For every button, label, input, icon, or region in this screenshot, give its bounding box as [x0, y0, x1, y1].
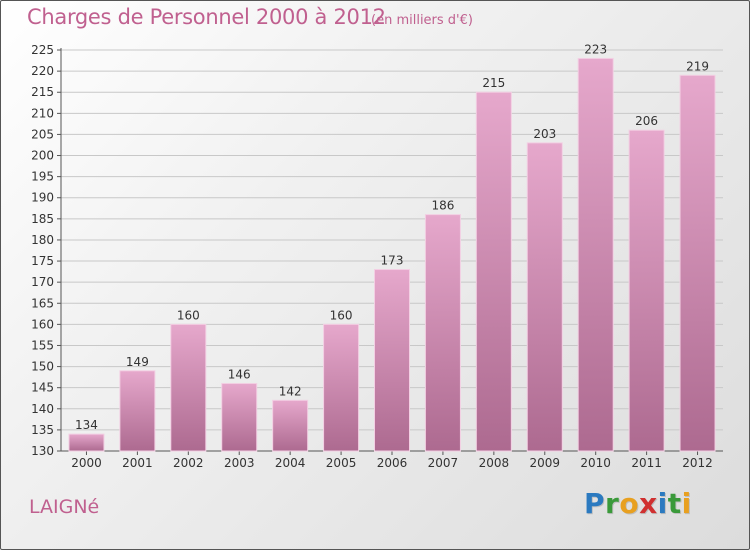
bar-2005 [323, 323, 360, 452]
y-tick-label: 180 [31, 233, 54, 247]
y-tick-label: 175 [31, 254, 54, 268]
logo-letter: t [667, 487, 682, 520]
proxiti-logo: Proxiti [584, 487, 692, 520]
y-tick-label: 140 [31, 402, 54, 416]
data-label: 134 [75, 418, 98, 432]
data-label: 186 [431, 199, 454, 213]
y-tick-label: 165 [31, 296, 54, 310]
y-tick-label: 220 [31, 64, 54, 78]
bar-2008 [475, 91, 512, 452]
bar-2010 [577, 57, 614, 452]
city-name: LAIGNé [29, 496, 100, 518]
x-tick-label: 2000 [71, 456, 102, 470]
y-tick-label: 160 [31, 317, 54, 331]
x-tick-label: 2002 [173, 456, 204, 470]
y-tick-label: 195 [31, 170, 54, 184]
bar-2006 [374, 268, 410, 452]
x-tick-label: 2004 [275, 456, 306, 470]
y-tick-label: 225 [31, 43, 54, 57]
data-label: 146 [228, 367, 251, 381]
logo-letter: i [657, 487, 668, 520]
data-label: 215 [482, 76, 505, 90]
data-label: 160 [177, 308, 200, 322]
bar-2003 [221, 382, 258, 452]
logo-letter: x [639, 487, 658, 520]
logo-letter: i [681, 487, 692, 520]
bar-2002 [170, 323, 207, 452]
data-label: 142 [279, 384, 302, 398]
bar-2009 [526, 142, 563, 452]
chart-subtitle: (en milliers d'€) [371, 13, 473, 28]
x-tick-label: 2007 [428, 456, 459, 470]
x-tick-label: 2001 [122, 456, 153, 470]
chart-title: Charges de Personnel 2000 à 2012 [27, 5, 386, 29]
data-label: 160 [330, 308, 353, 322]
data-label: 203 [533, 127, 556, 141]
bar-2001 [119, 370, 156, 452]
bar-2012 [679, 74, 716, 452]
y-tick-label: 145 [31, 381, 54, 395]
labels: 130 135 140 145 150 155 160 165 170 175 180 185 190 1… [31, 42, 713, 470]
bars [68, 57, 716, 452]
data-label: 219 [686, 59, 709, 73]
bar-2000 [68, 433, 105, 452]
data-label: 223 [584, 42, 607, 56]
y-tick-label: 210 [31, 106, 54, 120]
data-label: 206 [635, 114, 658, 128]
y-tick-label: 190 [31, 191, 54, 205]
logo-letter: r [605, 487, 620, 520]
x-tick-label: 2012 [682, 456, 713, 470]
y-tick-label: 135 [31, 423, 54, 437]
x-tick-label: 2011 [631, 456, 662, 470]
bar-2007 [424, 214, 461, 452]
logo-letter: P [584, 487, 606, 520]
x-tick-label: 2010 [580, 456, 611, 470]
x-tick-label: 2008 [479, 456, 510, 470]
x-tick-label: 2003 [224, 456, 255, 470]
bar-2011 [628, 129, 665, 452]
y-tick-label: 205 [31, 127, 54, 141]
y-tick-label: 185 [31, 212, 54, 226]
x-tick-label: 2006 [377, 456, 408, 470]
bar-2004 [272, 399, 309, 452]
y-tick-label: 150 [31, 360, 54, 374]
y-tick-label: 215 [31, 85, 54, 99]
x-tick-label: 2009 [529, 456, 560, 470]
y-tick-label: 170 [31, 275, 54, 289]
data-label: 173 [381, 253, 404, 267]
logo-letter: o [619, 487, 640, 520]
y-tick-label: 200 [31, 149, 54, 163]
data-label: 149 [126, 355, 149, 369]
y-tick-label: 155 [31, 338, 54, 352]
x-tick-label: 2005 [326, 456, 357, 470]
y-tick-label: 130 [31, 444, 54, 458]
